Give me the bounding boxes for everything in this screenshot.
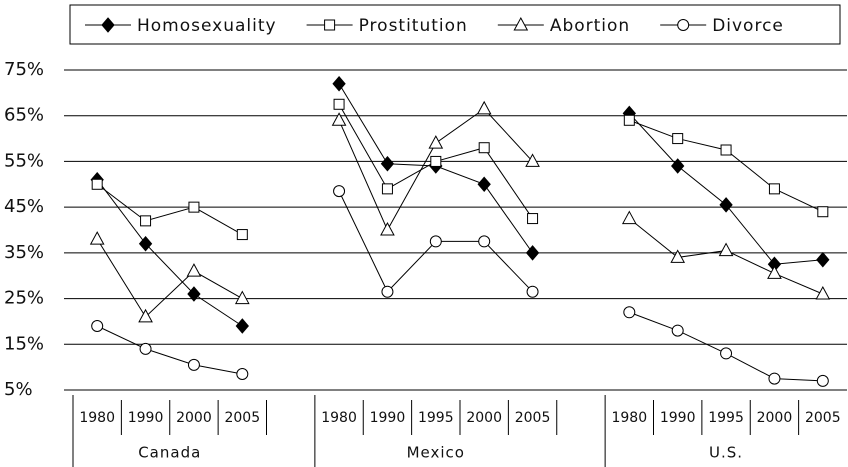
x-tick-label: 2005 [515, 410, 551, 426]
marker [816, 374, 829, 387]
y-tick-label: 15% [4, 333, 44, 354]
legend-label: Abortion [550, 16, 630, 36]
marker [380, 155, 395, 172]
legend-label: Divorce [712, 16, 784, 36]
y-tick-label: 75% [4, 59, 44, 80]
marker [526, 285, 539, 298]
marker [138, 308, 153, 323]
marker [428, 135, 444, 149]
marker [719, 197, 733, 213]
marker [815, 285, 831, 300]
x-tick-label: 1980 [321, 410, 357, 426]
marker [236, 368, 249, 380]
x-tick-label: 2005 [224, 410, 260, 426]
marker [718, 242, 734, 257]
x-tick-label: 2000 [466, 410, 502, 426]
marker [513, 16, 529, 31]
marker [101, 17, 115, 33]
x-tick-label: 1980 [79, 410, 115, 426]
marker [525, 153, 540, 167]
marker [331, 112, 347, 126]
marker [235, 318, 249, 334]
marker [333, 185, 346, 198]
marker [138, 235, 153, 252]
marker [478, 235, 491, 248]
series-line [96, 104, 824, 236]
series-line [96, 83, 823, 327]
y-tick-label: 65% [4, 105, 44, 126]
x-tick-label: 1990 [128, 410, 164, 426]
marker [720, 347, 733, 360]
marker [671, 324, 684, 337]
marker [677, 19, 690, 31]
marker [91, 178, 103, 190]
marker [476, 100, 492, 115]
x-tick-label: 1980 [611, 410, 647, 426]
marker [768, 372, 781, 385]
marker [816, 251, 830, 268]
y-tick-label: 25% [4, 288, 44, 309]
marker [332, 75, 346, 92]
marker [187, 358, 200, 371]
marker [380, 221, 395, 236]
marker [381, 285, 394, 298]
marker [720, 144, 732, 156]
x-tick-label: 1995 [418, 410, 454, 426]
marker [187, 286, 201, 302]
marker [234, 290, 250, 305]
marker [236, 229, 248, 241]
y-tick-label: 35% [4, 242, 44, 263]
x-tick-label: 1995 [708, 410, 744, 426]
marker [89, 231, 105, 245]
marker [478, 142, 490, 154]
marker [767, 265, 782, 279]
marker [477, 176, 491, 193]
group-label: Mexico [407, 444, 465, 462]
x-tick-label: 2000 [176, 410, 212, 426]
legend-box [69, 4, 841, 45]
marker [429, 235, 442, 248]
x-tick-label: 1990 [660, 410, 696, 426]
marker [527, 213, 539, 225]
marker [430, 155, 442, 167]
legend-label: Homosexuality [137, 16, 277, 36]
marker [381, 183, 393, 195]
marker [333, 98, 345, 110]
marker [525, 245, 540, 261]
marker [188, 201, 200, 213]
marker [672, 133, 684, 145]
marker [91, 320, 104, 332]
marker [623, 306, 636, 319]
marker [817, 206, 829, 218]
y-tick-label: 5% [4, 379, 33, 400]
series-line [96, 108, 824, 318]
legend-label: Prostitution [359, 16, 468, 36]
marker [670, 249, 686, 263]
series-line [96, 190, 823, 382]
x-tick-label: 2000 [757, 410, 793, 426]
x-tick-label: 2005 [805, 410, 841, 426]
marker [324, 19, 336, 31]
marker [768, 183, 780, 195]
marker [140, 215, 152, 227]
x-tick-label: 1990 [370, 410, 406, 426]
marker [621, 210, 637, 225]
marker [186, 263, 202, 277]
y-tick-label: 55% [4, 150, 44, 171]
y-tick-label: 45% [4, 196, 44, 217]
marker [139, 342, 152, 355]
marker [623, 114, 635, 126]
marker [671, 158, 685, 174]
group-label: U.S. [709, 444, 743, 462]
group-label: Canada [138, 444, 201, 462]
